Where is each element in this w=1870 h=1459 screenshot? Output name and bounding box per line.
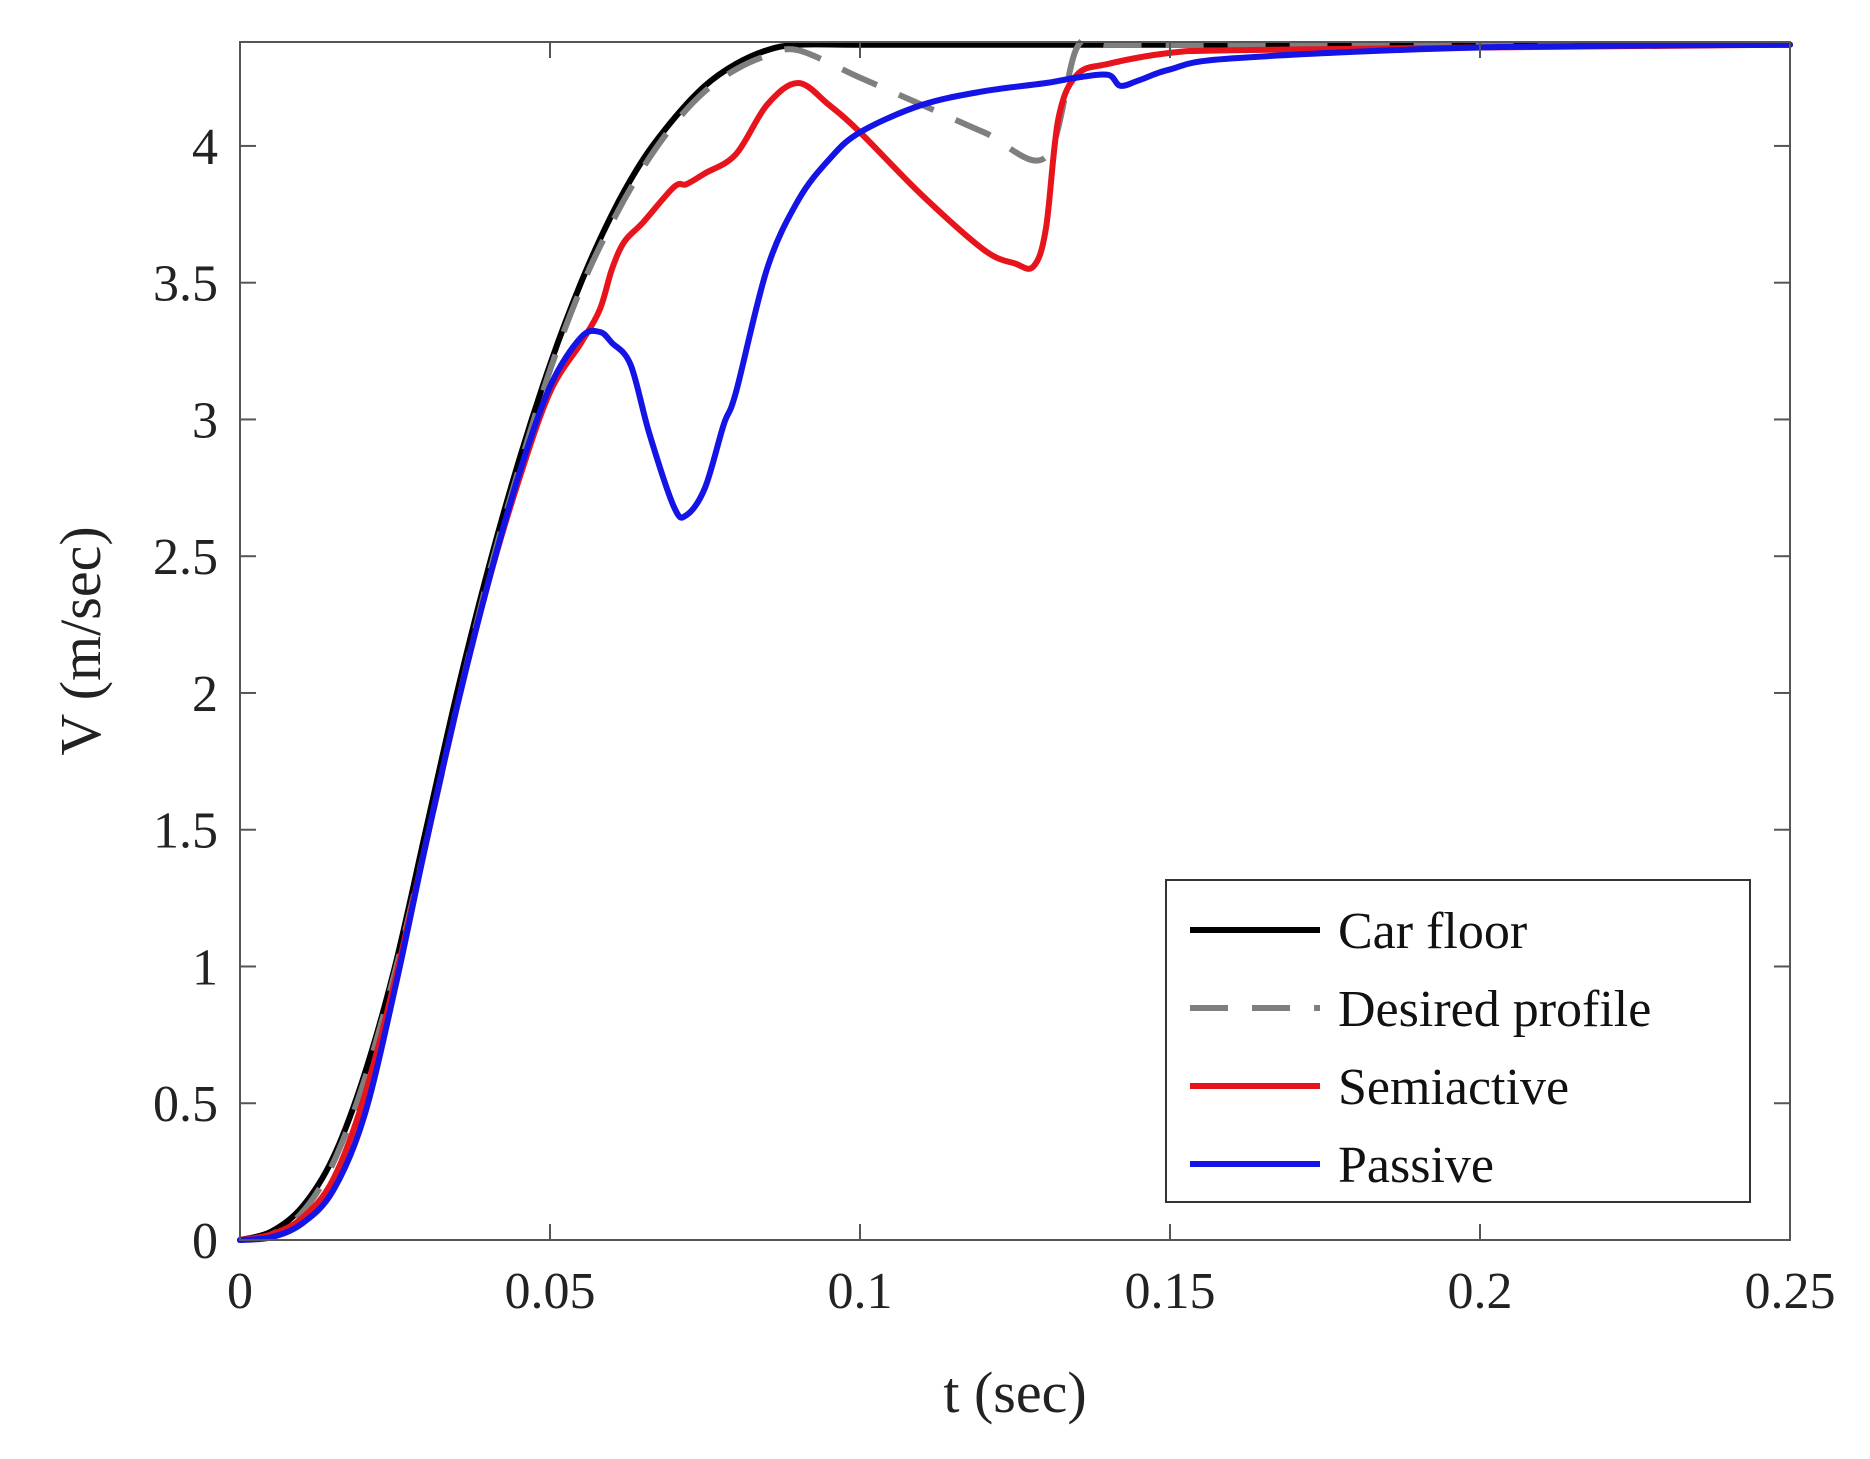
y-tick-label: 4 — [192, 119, 218, 176]
y-tick-label: 3.5 — [153, 256, 218, 313]
x-tick-label: 0.05 — [505, 1263, 596, 1320]
y-tick-label: 0.5 — [153, 1076, 218, 1133]
legend-label: Desired profile — [1338, 981, 1651, 1038]
x-tick-label: 0.25 — [1745, 1263, 1836, 1320]
plot-frame — [239, 41, 1791, 1241]
legend: Car floor Desired profile Semiactive Passiv… — [1165, 879, 1751, 1203]
x-tick-label: 0 — [227, 1263, 253, 1320]
series-layer — [237, 35, 1793, 1243]
y-tick-label: 1.5 — [153, 803, 218, 860]
y-tick-label: 2.5 — [153, 529, 218, 586]
y-tick-label: 2 — [192, 666, 218, 723]
legend-label: Semiactive — [1338, 1059, 1569, 1116]
x-tick-label: 0.1 — [828, 1263, 893, 1320]
legend-entries: Car floor Desired profile Semiactive Passiv… — [1190, 903, 1651, 1194]
y-tick-label: 1 — [192, 939, 218, 996]
tick-layer: 0 0.05 0.1 0.15 0.2 0.25 0 0.5 1 1.5 2 2.5 3 3.5 4 — [153, 42, 1836, 1320]
legend-label: Passive — [1338, 1137, 1494, 1194]
y-tick-label: 3 — [192, 392, 218, 449]
y-tick-label: 0 — [192, 1213, 218, 1270]
x-tick-label: 0.2 — [1448, 1263, 1513, 1320]
x-axis-label: t (sec) — [943, 1360, 1086, 1425]
x-tick-label: 0.15 — [1125, 1263, 1216, 1320]
series-line-passive — [237, 41, 1793, 1243]
y-axis-label: V (m/sec) — [48, 526, 113, 755]
legend-label: Car floor — [1338, 903, 1527, 960]
legend-box — [1165, 879, 1751, 1203]
